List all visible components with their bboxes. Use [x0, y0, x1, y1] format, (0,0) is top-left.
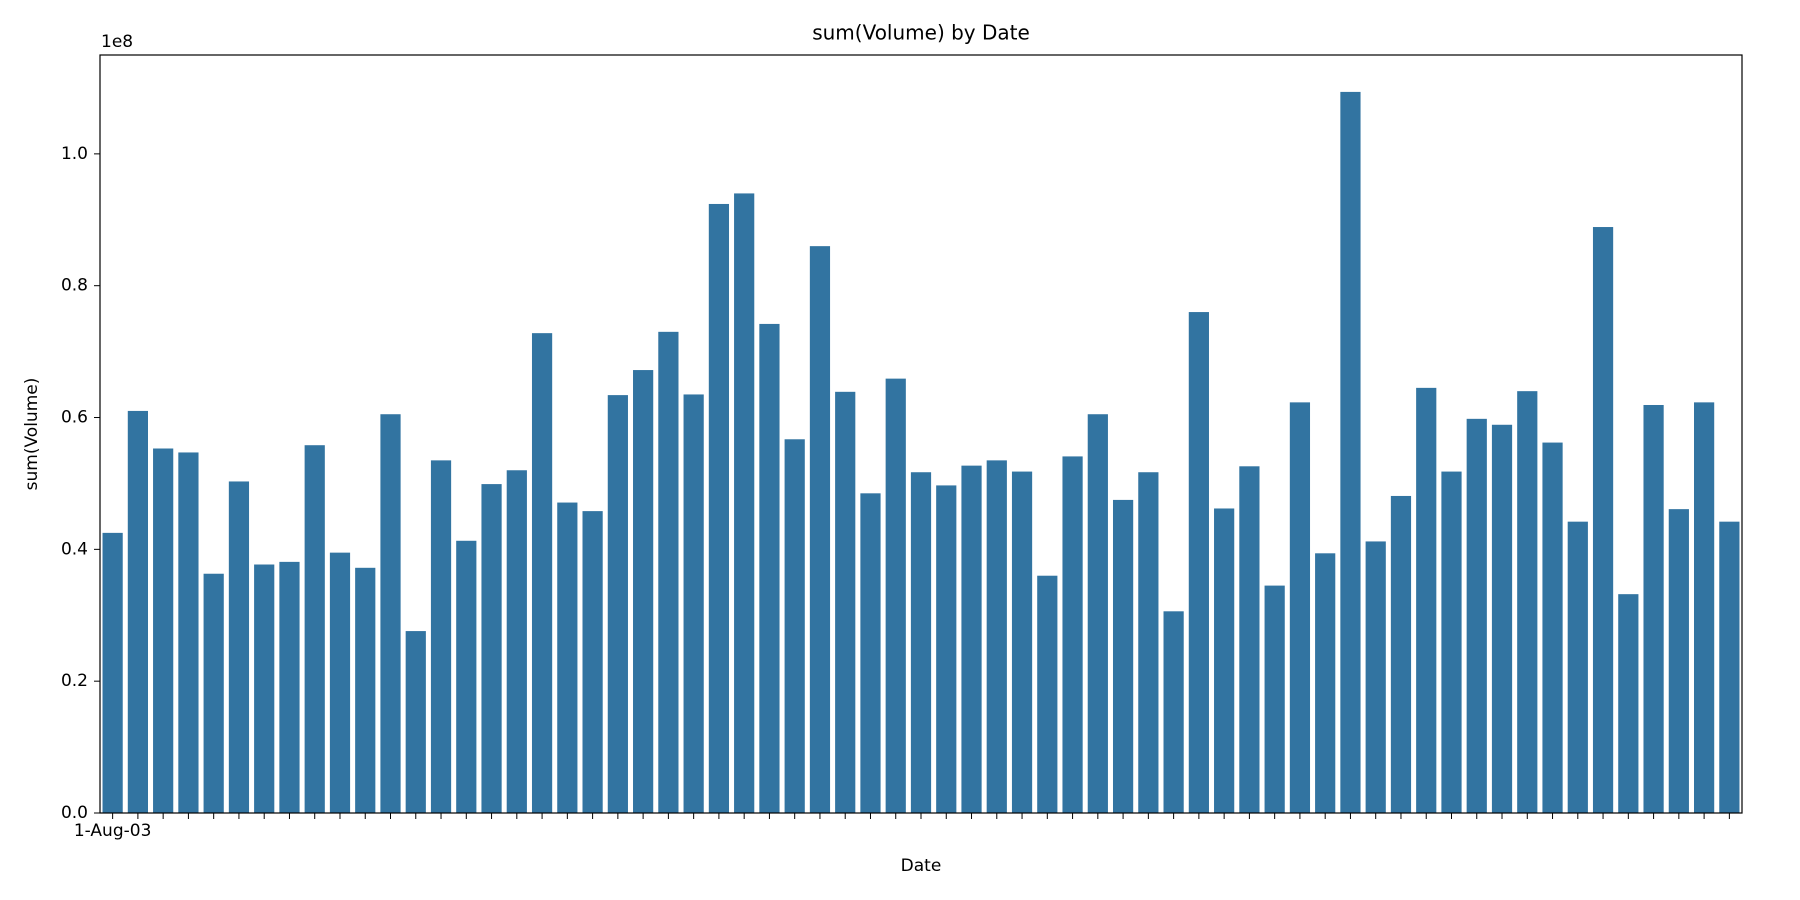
bar: [304, 445, 325, 813]
bar: [961, 465, 982, 813]
bar: [1491, 424, 1513, 813]
bar: [531, 333, 553, 813]
bar: [1542, 442, 1563, 813]
bar: [1087, 414, 1108, 813]
bar: [910, 472, 932, 813]
y-offset-label: 1e8: [101, 32, 133, 52]
bar: [885, 378, 906, 813]
bar: [1365, 541, 1386, 813]
bar: [1567, 521, 1588, 813]
bar: [279, 561, 300, 813]
x-tick-label: 1-Aug-03: [74, 821, 152, 841]
bar: [809, 246, 831, 813]
bar: [835, 391, 856, 813]
bar: [153, 448, 174, 813]
bar: [430, 460, 452, 813]
bar: [1441, 471, 1462, 813]
bar: [1011, 471, 1033, 813]
bar: [759, 323, 780, 813]
y-tick-label: 0.6: [61, 408, 88, 428]
y-tick-label: 0.2: [61, 671, 88, 691]
bar: [1466, 418, 1487, 813]
bar: [1668, 509, 1689, 813]
bar: [1138, 472, 1159, 813]
bar: [254, 564, 275, 813]
x-axis-label: Date: [901, 856, 942, 876]
bar: [380, 414, 401, 813]
chart-title: sum(Volume) by Date: [812, 21, 1030, 45]
bar: [1517, 391, 1538, 813]
bar: [481, 484, 502, 813]
bar: [1239, 466, 1260, 813]
bar: [405, 631, 426, 813]
bar: [1112, 499, 1134, 813]
bar: [1062, 456, 1083, 813]
bar: [1214, 508, 1235, 813]
bar: [734, 193, 755, 814]
bar: [607, 395, 628, 813]
bar: [1719, 521, 1740, 813]
bar: [1618, 594, 1639, 813]
bar: [683, 394, 704, 813]
bar: [1188, 312, 1209, 813]
bar: [658, 331, 679, 813]
bar: [986, 460, 1007, 813]
bar: [582, 511, 603, 813]
bar: [456, 540, 477, 813]
bar: [203, 573, 224, 813]
bar: [1037, 575, 1058, 813]
bar: [784, 439, 805, 813]
bar: [102, 532, 123, 813]
y-tick-label: 0.8: [61, 276, 88, 296]
bar: [1592, 227, 1614, 813]
bar: [860, 493, 881, 813]
bar: [1163, 611, 1184, 813]
y-tick-label: 0.0: [61, 803, 88, 823]
bar: [633, 370, 654, 813]
bar: [1264, 585, 1285, 813]
bar: [1643, 404, 1664, 813]
bar: [178, 452, 199, 813]
y-axis-label: sum(Volume): [22, 378, 42, 491]
bar: [1416, 387, 1437, 813]
bar: [1694, 402, 1715, 813]
bar: [127, 410, 148, 813]
y-tick-label: 1.0: [61, 144, 88, 164]
bar: [1315, 553, 1336, 813]
bar: [1340, 91, 1361, 813]
bar: [228, 481, 250, 813]
bar: [506, 470, 527, 813]
bar: [355, 567, 376, 813]
y-tick-label: 0.4: [61, 539, 88, 559]
bar: [557, 502, 578, 813]
bar: [1289, 402, 1311, 813]
bar: [708, 203, 730, 813]
plot-frame: [99, 54, 1743, 814]
bar: [1390, 495, 1412, 813]
bar: [329, 552, 351, 813]
bar: [936, 485, 957, 813]
